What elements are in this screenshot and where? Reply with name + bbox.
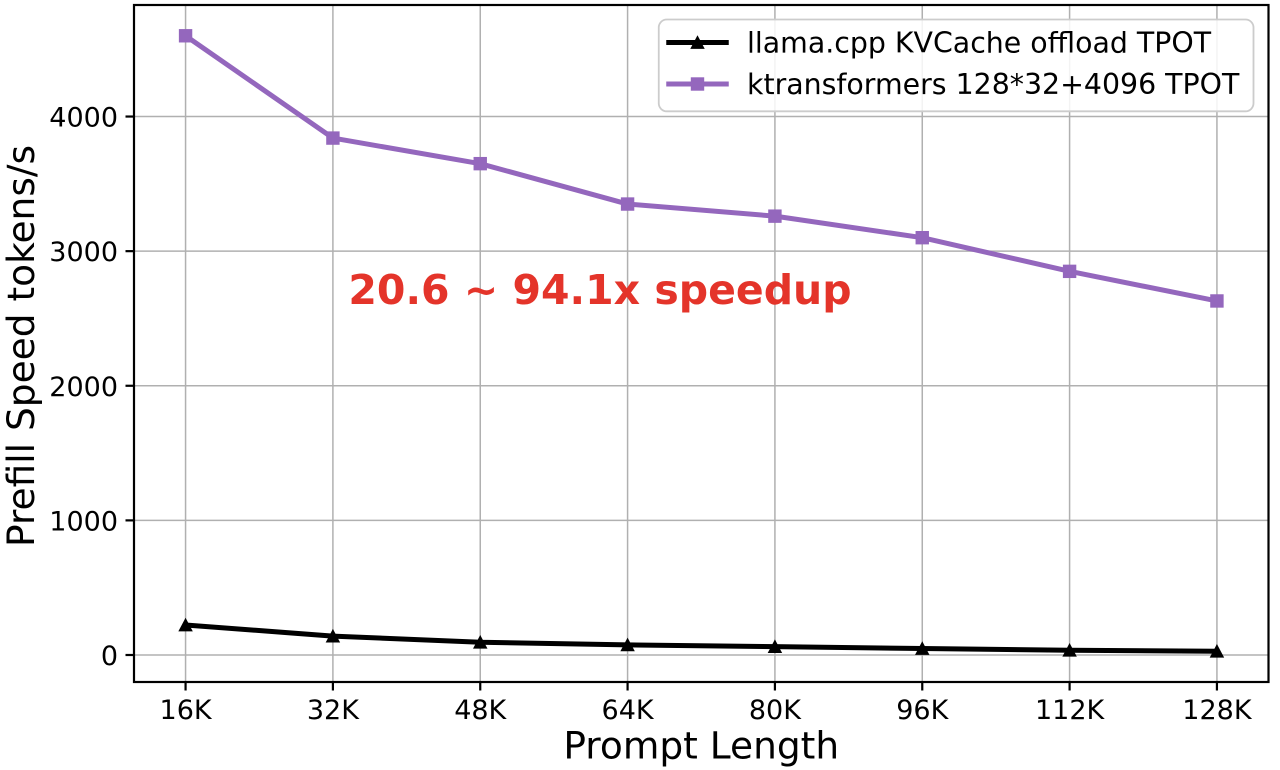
legend-frame: [657, 18, 1255, 113]
y-tick-label: 1000: [49, 506, 118, 537]
legend-marker: [690, 77, 705, 91]
x-tick-label: 96K: [896, 695, 949, 726]
series-ktransformers: [178, 29, 1224, 308]
data-point-marker: [473, 634, 488, 649]
x-tick-label: 16K: [160, 695, 213, 726]
legend-label: llama.cpp KVCache offload TPOT: [747, 27, 1212, 60]
data-point-marker: [1210, 294, 1224, 308]
tick-layer: 16K 32K 48K 64K 80K 96K 112K 128K 0 1000 2000 3000 4…: [49, 103, 1253, 726]
series-line: [183, 622, 1220, 654]
x-tick-label: 48K: [454, 695, 507, 726]
data-point-marker: [325, 628, 341, 643]
legend-item: ktransformers 128*32+4096 TPOT: [666, 68, 1240, 101]
grid-layer: [134, 5, 1269, 682]
axes-spines: [132, 3, 1270, 684]
data-point-marker: [1062, 643, 1077, 657]
legend-item: llama.cpp KVCache offload TPOT: [666, 27, 1212, 60]
data-point-marker: [473, 156, 487, 171]
data-point-marker: [620, 197, 635, 211]
legend-marker: [690, 35, 705, 49]
data-point-marker: [1062, 264, 1077, 279]
data-point-marker: [1209, 643, 1225, 658]
y-axis-label: Prefill Speed tokens/s: [0, 145, 43, 547]
data-point-marker: [915, 641, 930, 655]
x-tick-label: 112K: [1035, 695, 1106, 726]
speedup-annotation: 20.6 ~ 94.1x speedup: [348, 266, 851, 314]
y-tick-label: 4000: [49, 103, 118, 134]
x-tick-label: 80K: [749, 695, 802, 726]
data-point-marker: [768, 209, 782, 223]
x-tick-label: 64K: [602, 695, 655, 726]
series-line: [183, 33, 1220, 304]
series-llama-cpp: [178, 617, 1225, 658]
x-tick-label: 32K: [307, 695, 360, 726]
y-tick-label: 2000: [49, 372, 118, 403]
data-point-marker: [178, 29, 193, 43]
y-tick-label: 3000: [49, 237, 118, 268]
x-tick-label: 128K: [1182, 695, 1253, 726]
data-point-marker: [620, 637, 635, 652]
series-layer: [178, 29, 1225, 658]
legend-label: ktransformers 128*32+4096 TPOT: [747, 68, 1240, 101]
data-point-marker: [178, 617, 193, 632]
x-axis-label: Prompt Length: [563, 724, 839, 768]
data-point-marker: [326, 131, 340, 145]
legend: llama.cpp KVCache offload TPOT ktransform…: [657, 18, 1255, 113]
data-point-marker: [767, 639, 783, 654]
plot-border: [132, 3, 1270, 684]
data-point-marker: [915, 230, 929, 245]
y-tick-label: 0: [101, 641, 118, 672]
